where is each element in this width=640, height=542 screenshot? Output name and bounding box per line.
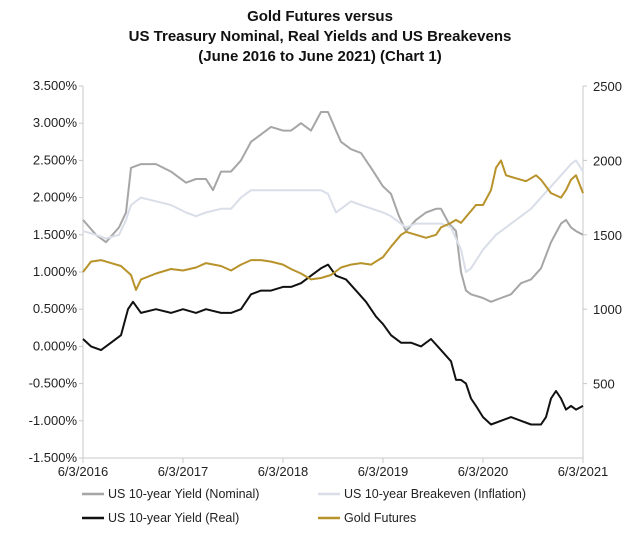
y-left-tick-label: 3.000% [33,115,78,130]
series-line-us-10-year-breakeven-inflation [82,159,584,273]
y-left-tick-label: -0.500% [29,376,78,391]
y-left-tick-label: 0.500% [33,301,78,316]
series-layer [82,111,584,426]
x-tick-label: 6/3/2019 [358,464,409,479]
y-left-tick-label: 2.500% [33,152,78,167]
y-left-tick-label: 1.500% [33,227,78,242]
x-tick-label: 6/3/2016 [58,464,109,479]
legend-label-us-10-year-breakeven-inflation: US 10-year Breakeven (Inflation) [344,487,526,501]
y-left-tick-label: 2.000% [33,190,78,205]
legend-label-gold-futures: Gold Futures [344,511,416,525]
y-right-tick-label: 1000 [593,302,622,317]
y-left-tick-label: 1.000% [33,264,78,279]
series-line-us-10-year-yield-nominal [82,111,584,303]
x-tick-label: 6/3/2017 [158,464,209,479]
y-right-tick-label: 500 [593,377,615,392]
x-tick-label: 6/3/2020 [458,464,509,479]
legend-label-us-10-year-yield-nominal: US 10-year Yield (Nominal) [108,487,259,501]
chart-title-line-3: (June 2016 to June 2021) (Chart 1) [198,48,442,65]
legend-layer: US 10-year Yield (Nominal) US 10-year Bre… [82,487,526,525]
chart-title-line-1: Gold Futures versus [247,8,393,25]
y-right-tick-label: 1500 [593,228,622,243]
x-tick-label: 6/3/2018 [258,464,309,479]
series-line-us-10-year-yield-real [82,263,584,426]
y-left-tick-label: 3.500% [33,78,78,93]
y-left-tick-label: -1.000% [29,413,78,428]
y-right-tick-label: 2000 [593,153,622,168]
y-right-tick-label: 2500 [593,79,622,94]
legend-label-us-10-year-yield-real: US 10-year Yield (Real) [108,511,239,525]
chart-title-line-2: US Treasury Nominal, Real Yields and US … [128,28,512,45]
x-tick-label: 6/3/2021 [558,464,609,479]
y-left-tick-label: -1.500% [29,450,78,465]
series-line-gold-futures [82,159,584,291]
y-left-tick-label: 0.000% [33,338,78,353]
axes-layer: 3.500% 3.000% 2.500% 2.000% 1.500% 1.000% 0.50… [29,78,622,479]
